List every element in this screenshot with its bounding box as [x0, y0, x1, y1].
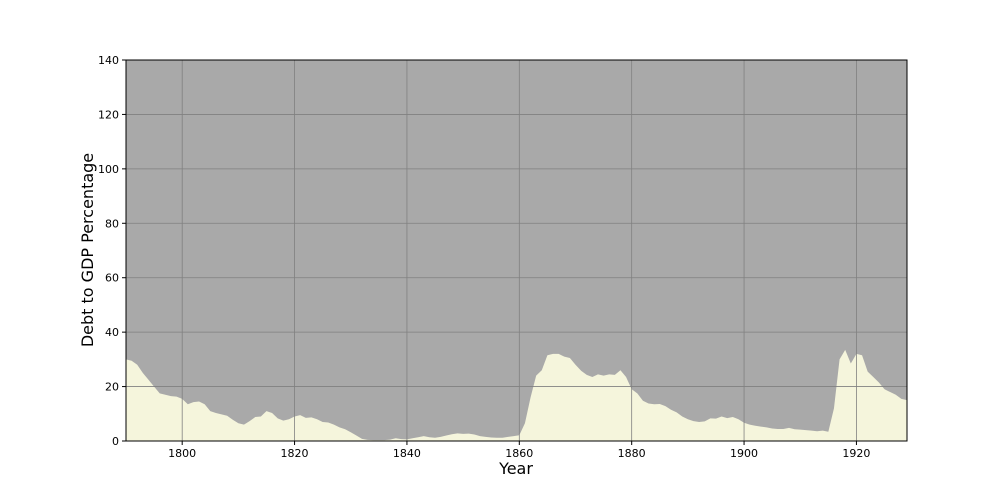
- area: [126, 349, 907, 441]
- y-tick-label: 100: [98, 163, 119, 176]
- x-tick-label: 1920: [842, 447, 870, 460]
- y-tick-label: 140: [98, 54, 119, 67]
- plot-frame: [125, 59, 908, 442]
- x-axis-title: Year: [498, 459, 533, 478]
- y-tick-label: 120: [98, 108, 119, 121]
- plot-background: [126, 60, 907, 441]
- y-tick-label: 0: [112, 435, 119, 448]
- y-tick-label: 80: [105, 217, 119, 230]
- y-tick-label: 20: [105, 381, 119, 394]
- x-tick-label: 1800: [168, 447, 196, 460]
- x-tick-label: 1840: [393, 447, 421, 460]
- x-tick-label: 1900: [730, 447, 758, 460]
- x-tick-label: 1820: [281, 447, 309, 460]
- y-axis-title: Debt to GDP Percentage: [78, 153, 97, 347]
- x-tick-label: 1860: [505, 447, 533, 460]
- y-tick-label: 40: [105, 326, 119, 339]
- x-tick-label: 1880: [618, 447, 646, 460]
- y-tick-label: 60: [105, 272, 119, 285]
